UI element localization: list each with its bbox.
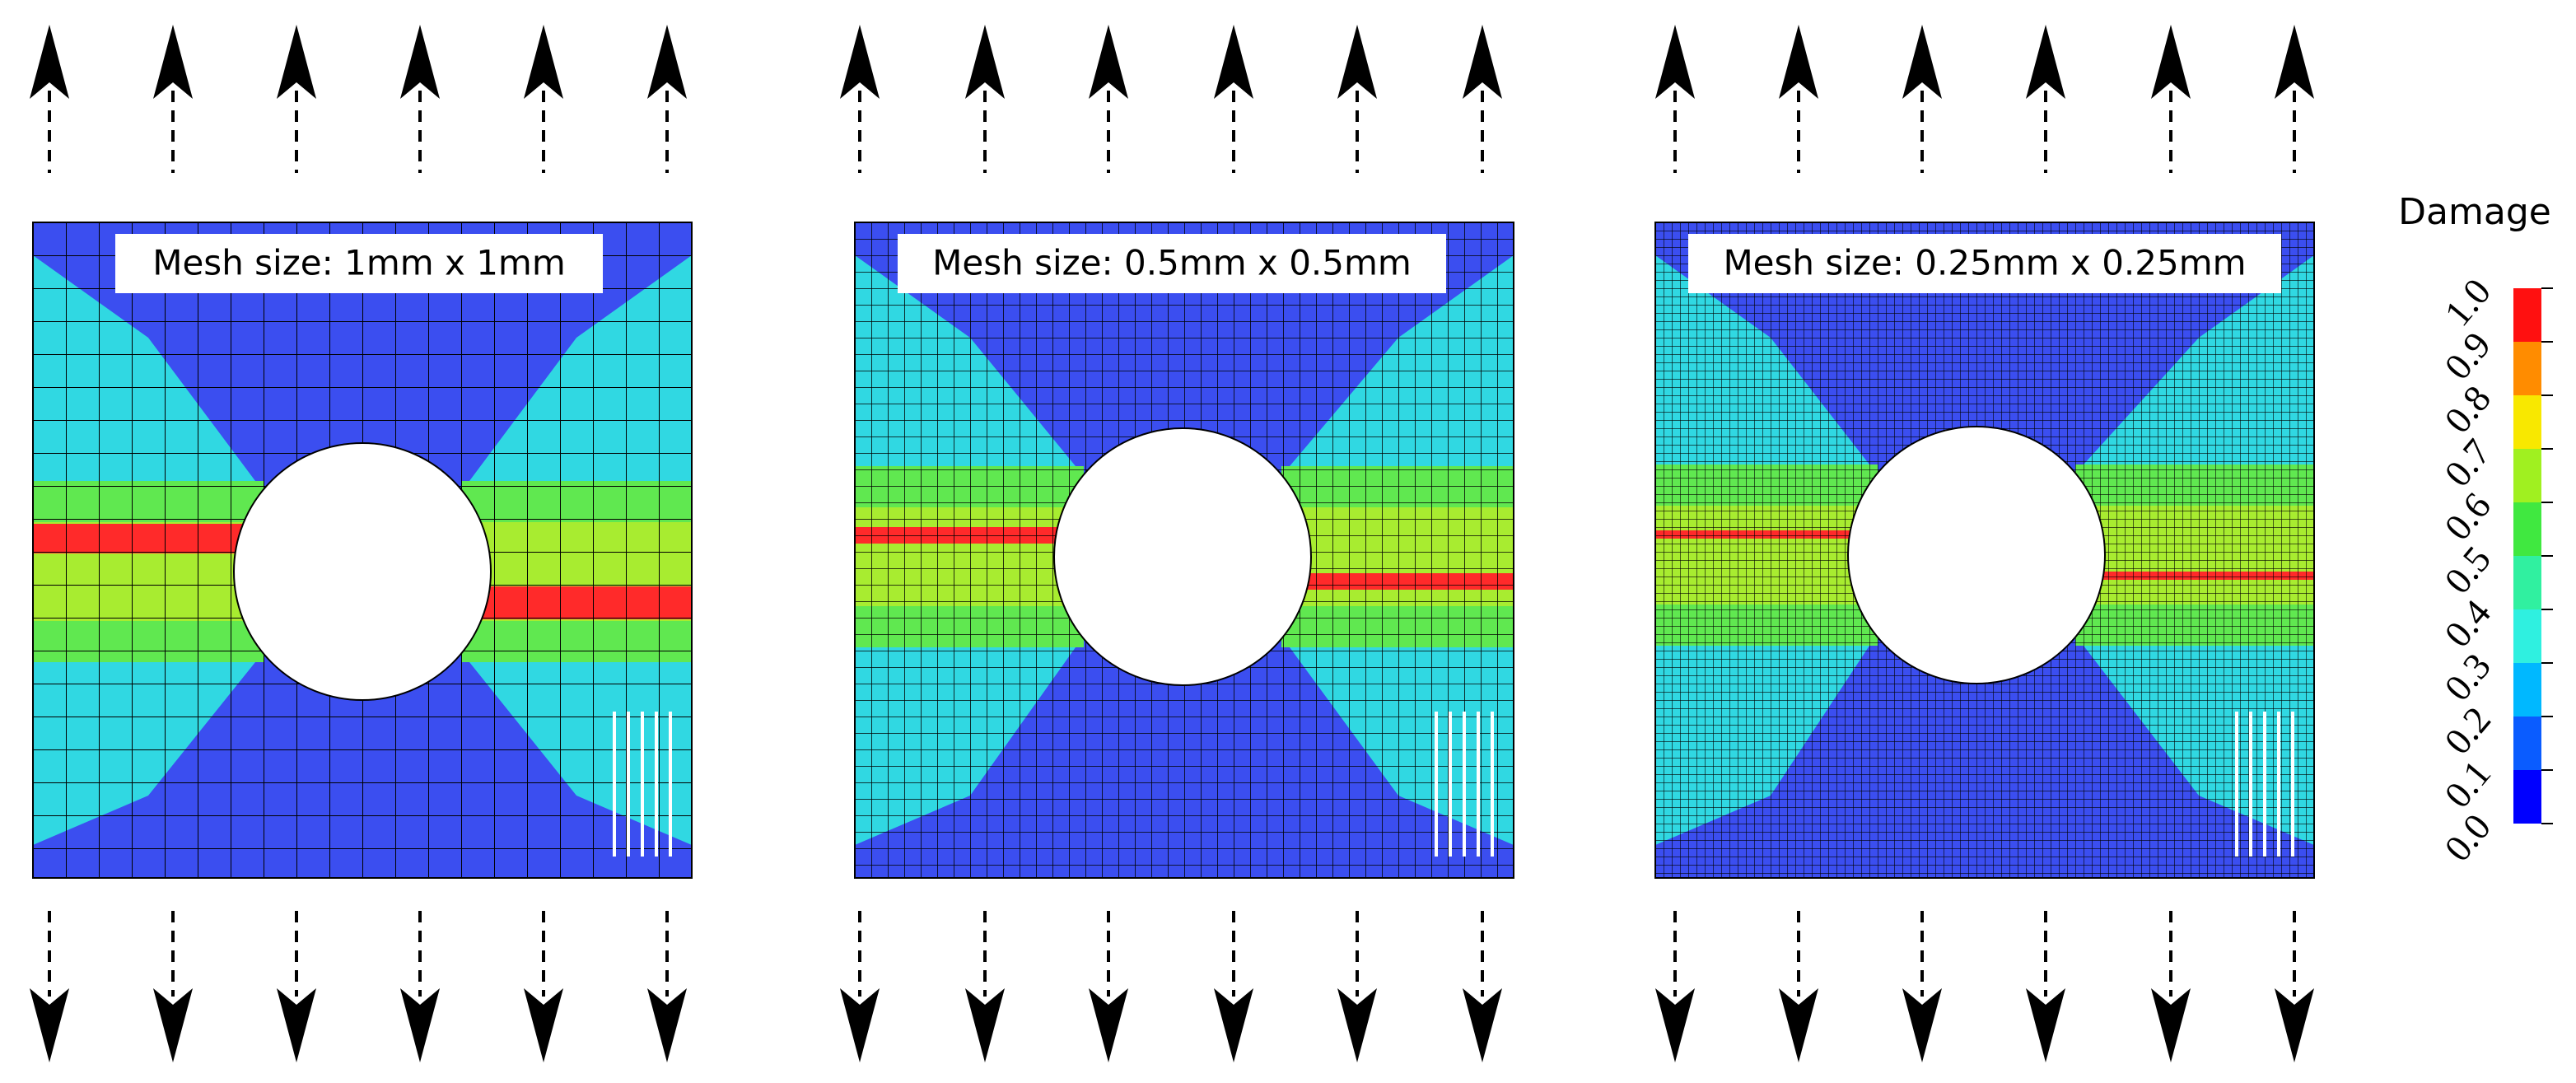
panel-label: Mesh size: 1mm x 1mm (152, 243, 566, 283)
label-box (1688, 234, 2281, 293)
load-arrow-head (1214, 988, 1253, 1062)
load-arrow-head (1214, 25, 1253, 99)
colorbar-segment (2513, 556, 2541, 609)
load-arrow-head (1463, 25, 1502, 99)
load-arrow-head (2026, 988, 2065, 1062)
load-arrow-head (2275, 988, 2314, 1062)
load-arrow-head (840, 988, 880, 1062)
load-arrow-head (1463, 988, 1502, 1062)
mesh-panel: Mesh size: 0.25mm x 0.25mm (1654, 222, 2315, 879)
mesh-content (855, 222, 1514, 878)
load-arrow-head (1337, 988, 1377, 1062)
panel-label: Mesh size: 0.5mm x 0.5mm (932, 243, 1412, 283)
load-arrow-head (2151, 25, 2191, 99)
load-arrow-head (1902, 25, 1942, 99)
load-arrow-head (30, 988, 69, 1062)
colorbar-segment (2513, 717, 2541, 770)
load-arrow-head (2151, 988, 2191, 1062)
hole (1847, 426, 2106, 684)
mesh-panel: Mesh size: 1mm x 1mm (32, 222, 693, 879)
load-arrow-head (965, 988, 1005, 1062)
load-arrow-head (1779, 25, 1818, 99)
colorbar-segment (2513, 449, 2541, 502)
load-arrow-head (2026, 25, 2065, 99)
panel-label: Mesh size: 0.25mm x 0.25mm (1723, 243, 2246, 283)
load-arrow-head (524, 988, 563, 1062)
load-arrow-head (30, 25, 69, 99)
load-arrow-head (1337, 25, 1377, 99)
load-arrow-head (277, 25, 316, 99)
colorbar-segment (2513, 502, 2541, 556)
load-arrow-head (2275, 25, 2314, 99)
load-arrow-head (1902, 988, 1942, 1062)
load-arrow-head (1655, 25, 1695, 99)
colorbar-segment (2513, 288, 2541, 342)
outline (32, 222, 693, 879)
outline (1654, 222, 2315, 879)
label-box (115, 234, 603, 293)
load-arrow-head (153, 988, 193, 1062)
load-arrow-head (647, 25, 687, 99)
legend-title: Damage (2398, 191, 2551, 233)
colorbar-segment (2513, 770, 2541, 824)
load-arrow-head (277, 988, 316, 1062)
load-arrow-head (400, 25, 440, 99)
load-arrow-head (840, 25, 880, 99)
load-arrow-head (647, 988, 687, 1062)
load-arrow-head (1089, 988, 1128, 1062)
load-arrow-head (400, 988, 440, 1062)
mesh-content (1655, 222, 2314, 878)
load-arrow-head (1655, 988, 1695, 1062)
hole (233, 442, 492, 701)
colorbar-tick-label: 1.0 (2436, 270, 2499, 334)
load-arrow-head (1779, 988, 1818, 1062)
colorbar-segment (2513, 609, 2541, 663)
load-arrow-head (524, 25, 563, 99)
load-arrow-head (965, 25, 1005, 99)
outline (854, 222, 1514, 879)
label-box (898, 234, 1446, 293)
colorbar-segment (2513, 395, 2541, 449)
colorbar-segment (2513, 342, 2541, 395)
mesh-content (33, 222, 692, 878)
hole (1053, 427, 1312, 686)
colorbar-segment (2513, 663, 2541, 717)
mesh-panel: Mesh size: 0.5mm x 0.5mm (854, 222, 1514, 879)
load-arrow-head (153, 25, 193, 99)
load-arrow-head (1089, 25, 1128, 99)
